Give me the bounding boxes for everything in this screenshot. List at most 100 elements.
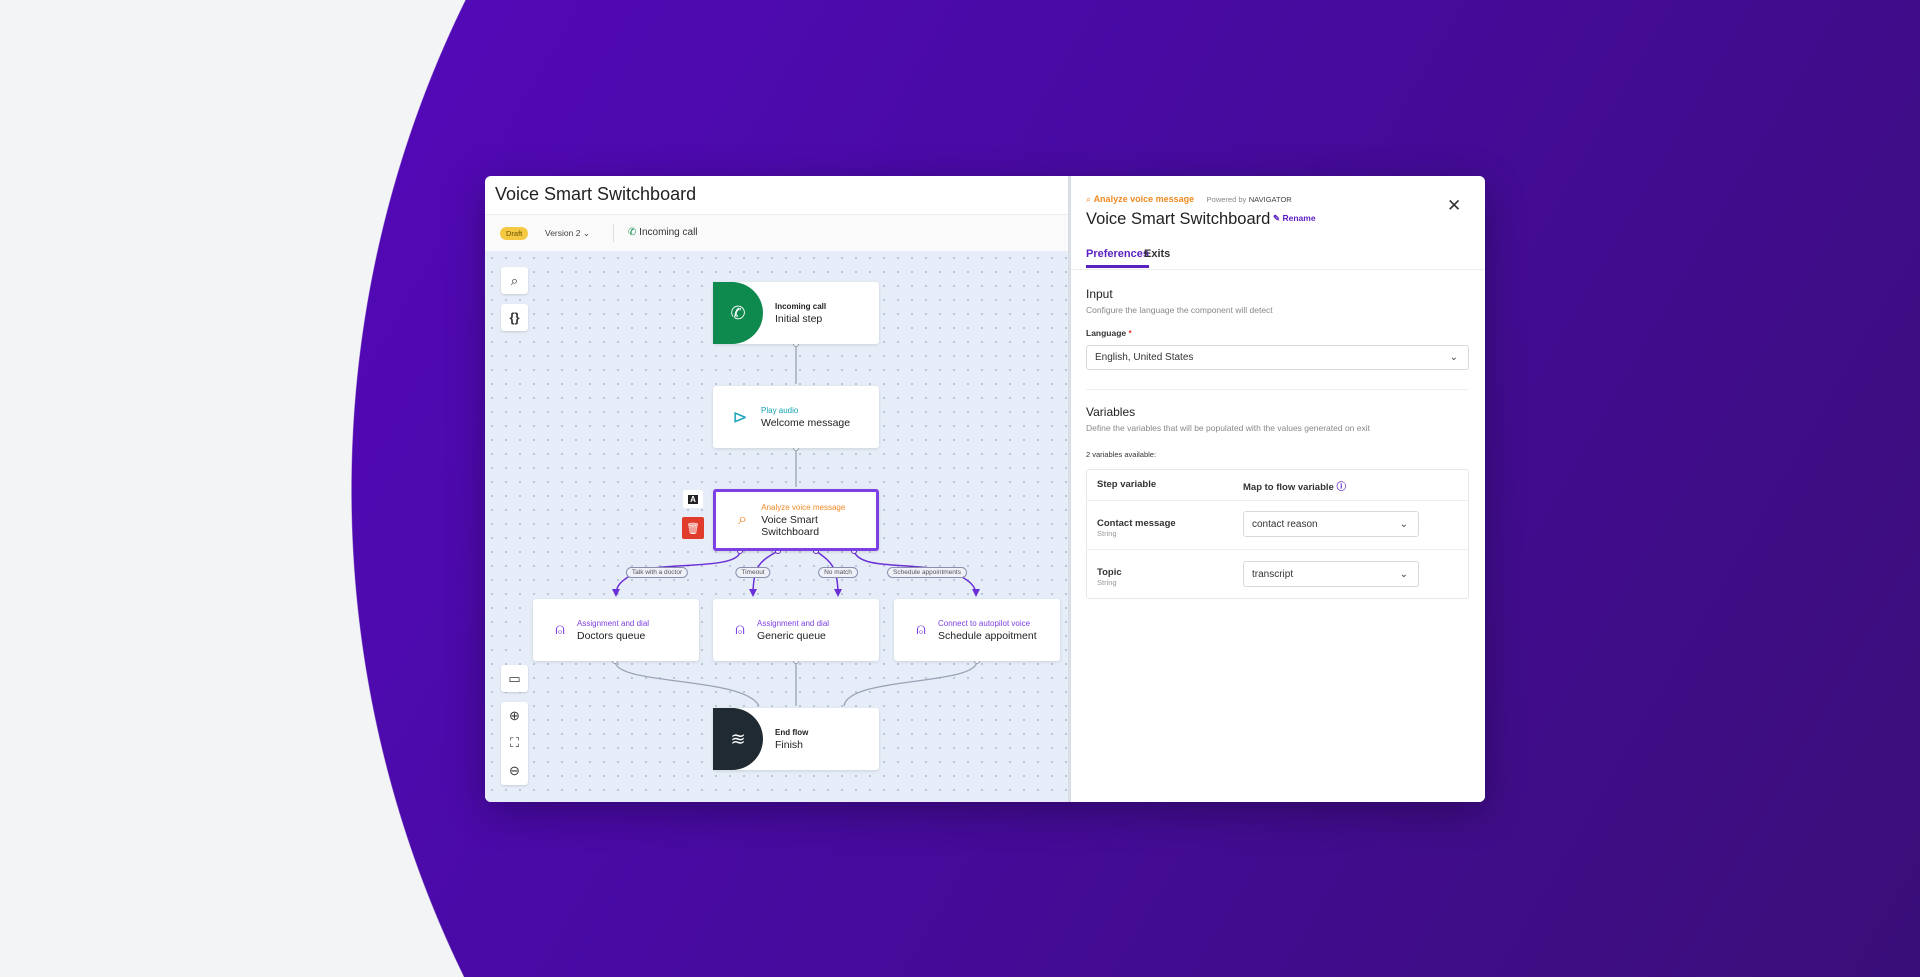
node-type: Play audio [761, 405, 799, 415]
node-type: Incoming call [775, 301, 827, 311]
comment-icon: ▭ [508, 670, 521, 686]
panel-header-meta: ⌕ Analyze voice message Powered by NAVIG… [1086, 194, 1292, 205]
trigger-text: Incoming call [639, 227, 698, 238]
tab-preferences[interactable]: Preferences [1086, 248, 1149, 268]
analyze-voice-icon: ⌕ [738, 511, 748, 528]
node-name: Welcome message [761, 416, 851, 429]
search-button[interactable]: ⌕ [501, 267, 528, 294]
status-badge: Draft [500, 227, 529, 240]
node-name: Doctors queue [577, 629, 646, 642]
flow-variable-select[interactable]: transcript ⌄ [1243, 561, 1419, 587]
powered-by: Powered by [1206, 195, 1247, 204]
arrow [972, 589, 980, 597]
label-button[interactable]: A [683, 490, 703, 508]
trigger-label: ✆ Incoming call [628, 226, 698, 240]
edge-label[interactable]: Timeout [735, 567, 771, 578]
node-type: Assignment and dial [577, 618, 650, 628]
language-value: English, United States [1095, 352, 1194, 363]
page-title: Voice Smart Switchboard [495, 184, 697, 204]
close-icon: ✕ [1447, 196, 1462, 215]
divider [1087, 549, 1468, 550]
node-type: End flow [775, 727, 809, 737]
analyze-voice-icon: ⌕ [1086, 194, 1092, 204]
node-type: Connect to autopilot voice [938, 618, 1031, 628]
version-label: Version 2 [545, 228, 581, 238]
panel-title: Voice Smart Switchboard [1086, 210, 1271, 228]
variable-type: String [1097, 578, 1117, 587]
divider [613, 224, 614, 242]
node-name: Generic queue [757, 629, 826, 642]
fit-icon: ⛶ [509, 735, 520, 750]
edge-label[interactable]: Talk with a doctor [625, 567, 689, 578]
label-icon: A [688, 494, 698, 504]
flow-node-analyze-voice[interactable]: ⌕ Analyze voice message Voice Smart Switc… [713, 489, 879, 551]
node-name: Initial step [775, 312, 823, 325]
flow-node-schedule[interactable]: ⍝ Connect to autopilot voice Schedule app… [894, 599, 1060, 661]
edge [815, 550, 839, 596]
edge [843, 660, 978, 707]
edge [752, 550, 779, 596]
column-header-text: Map to flow variable [1243, 482, 1334, 493]
zoom-in-button[interactable]: ⊕ [501, 702, 528, 729]
end-flow-icon: ≋ [713, 708, 763, 770]
zoom-out-button[interactable]: ⊖ [501, 757, 528, 785]
comment-button[interactable]: ▭ [501, 665, 528, 692]
play-icon: ⊳ [732, 406, 748, 427]
variable-type: String [1097, 529, 1117, 538]
chevron-down-icon: ⌄ [1399, 568, 1408, 580]
braces-icon: {} [509, 310, 520, 325]
chevron-down-icon: ⌄ [582, 228, 590, 238]
language-label: Language * [1086, 328, 1132, 338]
trash-icon: 🗑 [686, 522, 700, 535]
input-description: Configure the language the component wil… [1086, 305, 1273, 315]
select-value: contact reason [1252, 518, 1318, 530]
column-header: Map to flow variable ⓘ [1243, 479, 1346, 493]
edge-label[interactable]: No match [818, 567, 858, 578]
language-select[interactable]: English, United States ⌄ [1086, 345, 1469, 370]
delete-node-button[interactable]: 🗑 [682, 517, 704, 539]
close-button[interactable]: ✕ [1447, 196, 1461, 216]
app-window: Voice Smart Switchboard Draft Version 2 … [485, 176, 1485, 802]
node-type: Analyze voice message [761, 502, 846, 512]
divider [1087, 500, 1468, 501]
autopilot-icon: ⍝ [916, 621, 926, 638]
tab-exits[interactable]: Exits [1144, 248, 1171, 260]
flow-node-incoming-call[interactable]: ✆ Incoming call Initial step [713, 282, 879, 344]
flow-node-end[interactable]: ≋ End flow Finish [713, 708, 879, 770]
required-marker: * [1128, 328, 1132, 338]
assign-agent-icon: ⍝ [735, 621, 745, 638]
variable-name: Topic [1097, 567, 1122, 578]
flow-variable-select[interactable]: contact reason ⌄ [1243, 511, 1419, 537]
edge-label[interactable]: Schedule appointments [887, 567, 967, 578]
rename-label: Rename [1282, 213, 1316, 223]
variables-button[interactable]: {} [501, 304, 528, 331]
node-name: Voice Smart Switchboard [761, 513, 820, 538]
edge [614, 660, 760, 707]
pencil-icon: ✎ [1273, 213, 1281, 223]
assign-agent-icon: ⍝ [555, 621, 565, 638]
chevron-down-icon: ⌄ [1399, 518, 1408, 530]
variables-heading: Variables [1086, 405, 1136, 419]
version-select[interactable]: Version 2 ⌄ [545, 227, 590, 240]
search-icon: ⌕ [510, 272, 519, 288]
fit-view-button[interactable]: ⛶ [501, 729, 528, 757]
language-label-text: Language [1086, 328, 1127, 338]
rename-button[interactable]: ✎ Rename [1273, 213, 1316, 224]
node-type: Assignment and dial [757, 618, 830, 628]
flow-node-doctors-queue[interactable]: ⍝ Assignment and dial Doctors queue [533, 599, 699, 661]
flow-node-play-audio[interactable]: ⊳ Play audio Welcome message [713, 386, 879, 448]
node-name: Schedule appoitment [938, 629, 1037, 642]
component-type: Analyze voice message [1093, 194, 1195, 204]
arrow [612, 589, 620, 597]
editor-toolbar [485, 214, 1068, 251]
chevron-down-icon: ⌄ [1449, 352, 1458, 363]
incoming-call-icon: ✆ [628, 227, 637, 238]
table-row: Topic String [1097, 567, 1122, 587]
help-icon[interactable]: ⓘ [1336, 482, 1346, 493]
node-name: Finish [775, 738, 804, 751]
divider [1086, 389, 1469, 390]
divider [1071, 269, 1485, 270]
flow-node-generic-queue[interactable]: ⍝ Assignment and dial Generic queue [713, 599, 879, 661]
arrow [834, 589, 842, 597]
table-row: Contact message String [1097, 518, 1176, 538]
